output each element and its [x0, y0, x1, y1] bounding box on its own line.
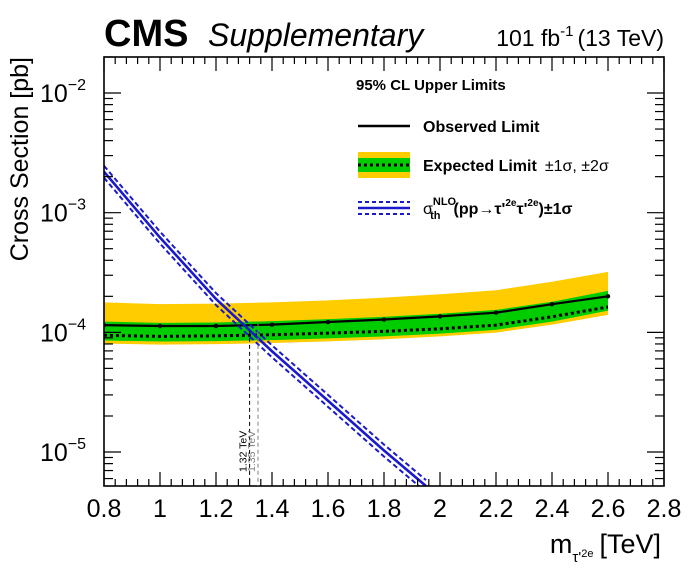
x-axis-title: mτ'2e [TeV] — [550, 529, 661, 566]
legend-theory-sigma: σ — [423, 201, 433, 218]
y-tick-label: 10−2 — [40, 77, 86, 108]
legend-theory-sup1: 2e — [505, 198, 517, 209]
supplementary-label: Supplementary — [208, 17, 425, 53]
y-axis-title: Cross Section [pb] — [6, 57, 34, 261]
x-tick-label: 2.4 — [535, 495, 570, 523]
y-tick-label: 10−5 — [40, 436, 86, 467]
y-tick-label: 10−4 — [40, 316, 86, 347]
lumi-exponent: -1 — [560, 23, 573, 40]
theory-upper-line — [104, 165, 427, 481]
x-axis-title-subsub: 2e — [581, 548, 593, 560]
x-tick-label: 1.6 — [311, 495, 346, 523]
observed-point — [381, 317, 387, 322]
observed-point — [269, 322, 275, 327]
legend-observed-label: Observed Limit — [423, 119, 540, 136]
x-tick-label: 1.4 — [255, 495, 290, 523]
one-sigma-band — [104, 290, 608, 342]
observed-point — [157, 323, 163, 329]
theory-central-line — [104, 170, 427, 486]
x-axis-title-m: m — [550, 529, 573, 559]
legend-expected-main: Expected Limit — [423, 158, 537, 175]
y-tick-exponent: −5 — [68, 436, 86, 453]
x-tick-label: 1.8 — [367, 495, 402, 523]
legend-theory-mid: τ' — [516, 201, 527, 218]
x-axis-title-unit: [TeV] — [599, 529, 661, 559]
legend-theory-sub: th — [430, 210, 441, 222]
y-tick-base: 10 — [40, 319, 68, 347]
y-tick-base: 10 — [40, 439, 68, 467]
observed-point — [493, 310, 499, 315]
legend-theory-sup2: 2e — [527, 198, 539, 209]
legend-expected-sigma: ±1σ, ±2σ — [545, 158, 609, 175]
observed-point — [549, 301, 555, 307]
x-tick-label: 0.8 — [87, 495, 122, 523]
legend-theory-sup: NLO — [433, 196, 457, 208]
legend-theory-label: σNLO th (pp→τ'2eτ'2e)±1σ — [423, 196, 573, 222]
observed-point — [605, 294, 611, 299]
legend-theory-end: )±1σ — [539, 201, 573, 218]
expected-limit-line — [104, 305, 609, 338]
x-tick-label: 2.6 — [591, 495, 626, 523]
x-axis-title-sub: τ' — [572, 549, 581, 566]
observed-point — [325, 319, 331, 325]
y-tick-base: 10 — [40, 80, 68, 108]
cms-label: CMS — [104, 13, 188, 55]
legend-expected-label: Expected Limit ±1σ, ±2σ — [423, 158, 609, 175]
y-tick-exponent: −2 — [68, 77, 86, 94]
x-tick-label: 1.2 — [199, 495, 234, 523]
observed-point — [437, 314, 443, 319]
observed-limit-line — [104, 295, 609, 328]
y-tick-exponent: −3 — [68, 197, 86, 214]
lumi-label: 101 fb-1 (13 TeV) — [496, 23, 664, 51]
legend: 95% CL Upper Limits Observed Limit Expec… — [356, 77, 609, 222]
lumi-value: 101 fb — [496, 25, 560, 51]
x-tick-label: 1 — [153, 495, 167, 523]
crossing-label-expected: 1.32 TeV — [238, 431, 250, 472]
lumi-energy: (13 TeV) — [577, 25, 664, 51]
x-tick-label: 2.2 — [479, 495, 514, 523]
plot-frame — [103, 56, 665, 487]
legend-title: 95% CL Upper Limits — [356, 77, 506, 94]
y-tick-label: 10−3 — [40, 197, 86, 228]
y-tick-base: 10 — [40, 200, 68, 228]
observed-point — [213, 323, 219, 329]
y-tick-exponent: −4 — [68, 316, 86, 333]
x-tick-label: 2 — [433, 495, 447, 523]
plot-area — [104, 165, 611, 486]
legend-theory-proc: (pp→τ' — [454, 201, 506, 218]
theory-lower-line — [104, 177, 421, 486]
crossing-label-observed: 1.35 TeV — [246, 431, 258, 472]
x-tick-label: 2.8 — [647, 495, 682, 523]
